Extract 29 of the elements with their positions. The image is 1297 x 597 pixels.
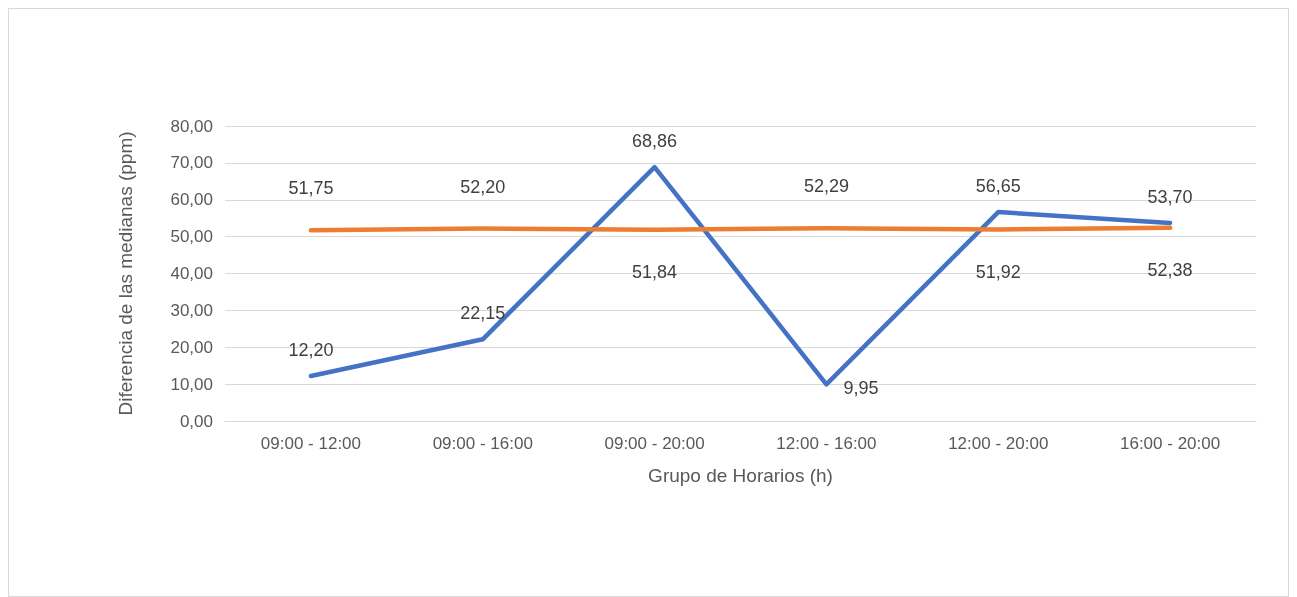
data-label: 51,75 <box>288 178 334 199</box>
y-tick-label: 0,00 <box>179 411 213 431</box>
x-tick-label: 09:00 - 20:00 <box>604 434 705 453</box>
x-axis-title: Grupo de Horarios (h) <box>648 465 833 486</box>
data-label: 12,20 <box>288 340 334 361</box>
x-tick-label: 12:00 - 16:00 <box>776 434 877 453</box>
x-tick-label: 16:00 - 20:00 <box>1119 434 1221 453</box>
y-tick-label: 80,00 <box>170 116 213 136</box>
data-label: 52,29 <box>803 176 849 197</box>
y-axis-title: Diferencia de las medianas (ppm) <box>115 131 136 416</box>
x-tick-label: 12:00 - 20:00 <box>948 434 1049 453</box>
data-label: 53,70 <box>1147 186 1193 207</box>
data-label: 56,65 <box>975 176 1021 197</box>
data-label: 51,84 <box>632 261 678 282</box>
data-label: 52,38 <box>1147 259 1193 280</box>
data-label: 22,15 <box>460 303 506 324</box>
y-tick-label: 70,00 <box>170 153 213 173</box>
y-tick-label: 40,00 <box>170 264 213 283</box>
data-label: 9,95 <box>843 378 879 399</box>
y-tick-label: 50,00 <box>170 227 213 247</box>
y-tick-label: 30,00 <box>170 300 213 320</box>
y-tick-label: 20,00 <box>170 337 213 357</box>
data-label: 68,86 <box>632 131 678 152</box>
data-label: 51,92 <box>975 261 1021 282</box>
y-tick-label: 60,00 <box>170 190 213 210</box>
y-tick-label: 10,00 <box>170 374 213 394</box>
x-tick-label: 09:00 - 16:00 <box>432 434 533 453</box>
data-label: 52,20 <box>460 176 506 197</box>
x-tick-label: 09:00 - 12:00 <box>260 434 362 453</box>
